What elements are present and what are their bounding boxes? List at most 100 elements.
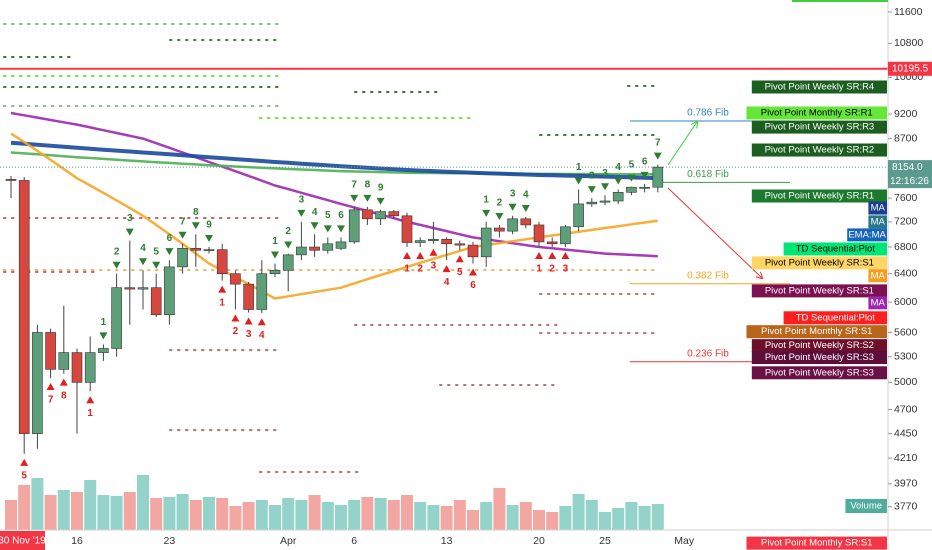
td-triangle (403, 252, 411, 260)
td-count: 1 (219, 297, 225, 308)
candle-body (137, 287, 149, 290)
volume-bar (123, 492, 136, 530)
td-count: 4 (259, 330, 265, 341)
y-tick-label: 7600 (894, 192, 918, 204)
x-tick-label: 20 (533, 535, 545, 547)
indicator-tag (868, 215, 887, 229)
volume-bar (374, 498, 387, 530)
td-triangle (284, 241, 293, 249)
candle-body (18, 180, 30, 434)
y-tick-label: 5000 (894, 376, 918, 388)
td-triangle (495, 212, 504, 220)
candle-body (150, 287, 162, 316)
moving-average (10, 111, 658, 258)
x-tick-label: 13 (441, 535, 453, 547)
td-triangle (363, 194, 372, 202)
indicator-tag (751, 256, 887, 270)
candle-body (335, 241, 347, 249)
axes: 30 Nov '19 3770 3970 4210 4450 4700 5000 5300 5… (0, 6, 932, 550)
volume-bar (321, 502, 334, 530)
candle-body (586, 201, 598, 205)
volume-bar (229, 506, 242, 530)
y-tick-label: 5600 (894, 326, 918, 338)
volume-bar (387, 500, 400, 530)
td-count: 6 (642, 156, 648, 167)
td-triangle (442, 265, 451, 273)
volume-bar (533, 510, 545, 530)
td-count: 2 (589, 171, 595, 182)
td-count: 3 (299, 195, 305, 206)
indicator-tag (847, 228, 887, 242)
td-count: 7 (655, 137, 661, 148)
x-tick-label: Apr (280, 535, 297, 547)
td-count: 9 (378, 182, 384, 193)
td-count: 6 (470, 280, 476, 291)
candle-body (639, 186, 650, 189)
td-triangle (178, 231, 187, 239)
td-triangle (640, 171, 649, 179)
td-triangle (112, 261, 121, 269)
volume-bar (559, 506, 572, 530)
volume-bar (480, 502, 493, 530)
volume-bar (308, 495, 321, 530)
td-triangle (416, 252, 425, 260)
y-tick-label: 8700 (894, 132, 918, 144)
td-count: 3 (431, 260, 437, 271)
indicator-tag-label: Pivot Point Weekly SR:S3 (765, 367, 874, 378)
volume-bar (31, 478, 44, 530)
indicator-tag (751, 120, 887, 134)
volume-bar (242, 502, 255, 530)
td-count: 4 (312, 207, 318, 218)
volume-bar (137, 475, 149, 530)
candle-body (32, 332, 43, 434)
x-tick-label: 6 (351, 535, 357, 547)
td-count: 2 (114, 246, 120, 257)
td-triangle (297, 209, 306, 217)
last-price-label: 8154.0 (892, 162, 923, 173)
volume-bar (612, 508, 625, 530)
volume-bar (361, 497, 374, 530)
td-triangle (125, 228, 134, 236)
indicator-tag (751, 284, 887, 298)
td-triangle (323, 225, 332, 233)
td-triangle (614, 177, 623, 185)
td-triangle (271, 251, 279, 259)
volume-bar (585, 500, 598, 530)
candle-body (348, 209, 360, 243)
candle-body (428, 239, 439, 241)
y-tick-label: 7200 (894, 216, 918, 228)
candle-body (480, 227, 492, 258)
candle-body (269, 269, 281, 275)
y-tick-label: 6000 (894, 296, 918, 308)
volume-bar (57, 490, 70, 530)
volume-bar (282, 498, 295, 530)
fib-label: 0.382 Fib (687, 270, 729, 281)
volume-bar (546, 512, 559, 530)
candle-body (71, 352, 83, 383)
volume-bar (84, 480, 97, 530)
td-triangle (337, 225, 345, 233)
volume-bar (18, 485, 31, 530)
volume-bar (519, 502, 532, 530)
td-triangle (165, 248, 174, 256)
x-tick-label: May (674, 535, 695, 547)
td-triangle (653, 152, 662, 160)
td-triangle (46, 382, 55, 390)
candle-body (560, 226, 571, 245)
td-triangle (139, 258, 147, 266)
td-count: 6 (167, 233, 173, 244)
td-count: 3 (510, 188, 516, 199)
td-triangle (535, 252, 543, 260)
moving-average (10, 140, 658, 181)
td-triangle (231, 314, 240, 322)
indicator-tag-label: Pivot Point Weekly SR:S2 (765, 340, 874, 351)
x-tick-label: 16 (71, 535, 83, 547)
td-triangle (574, 177, 583, 185)
y-tick-label: 5300 (894, 350, 918, 362)
volume-bar (599, 512, 611, 530)
td-triangle (257, 318, 266, 326)
candle-body (216, 249, 228, 275)
